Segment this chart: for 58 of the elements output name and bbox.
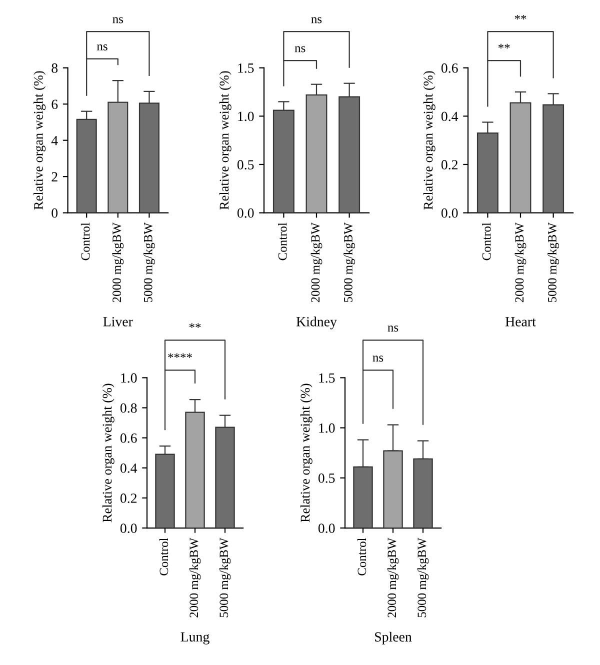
x-tick-label: 2000 mg/kgBW: [514, 222, 526, 302]
x-tick-label: Control: [278, 222, 287, 260]
y-tick-label: 6: [52, 100, 58, 110]
x-tick-label: 2000 mg/kgBW: [387, 538, 399, 618]
y-tick-label: 0.6: [120, 433, 137, 443]
x-tick-label: 2000 mg/kgBW: [310, 222, 322, 302]
x-axis-title: Spleen: [375, 632, 412, 644]
text: ****: [168, 353, 192, 358]
y-axis-title: Relative organ weight (%): [34, 71, 46, 210]
text: ns: [96, 44, 108, 50]
x-tick-label: Control: [482, 222, 491, 260]
text: ns: [372, 356, 384, 362]
y-tick-label: 2: [52, 172, 58, 182]
y-tick-label: 0.5: [237, 160, 254, 170]
y-tick-label: 1.0: [319, 423, 335, 433]
text: ns: [112, 17, 124, 24]
y-tick-label: 0.0: [237, 208, 254, 218]
y-axis-title: Relative organ weight (%): [102, 384, 114, 522]
x-tick-label: 5000 mg/kgBW: [144, 222, 155, 302]
x-tick-label: 2000 mg/kgBW: [189, 538, 201, 618]
x-tick-label: 5000 mg/kgBW: [344, 222, 355, 302]
y-tick-label: 1.0: [238, 112, 254, 122]
x-tick-label: 5000 mg/kgBW: [219, 538, 231, 618]
y-tick-label: 8: [52, 63, 58, 73]
text: ns: [294, 46, 306, 52]
y-tick-label: 1.5: [238, 63, 254, 73]
y-tick-label: 1.5: [319, 373, 335, 383]
y-tick-label: 0.5: [318, 473, 335, 483]
y-tick-label: 0.8: [120, 403, 137, 413]
y-tick-label: 0.2: [120, 494, 137, 503]
text: **: [514, 14, 526, 20]
x-tick-label: 5000 mg/kgBW: [548, 222, 559, 302]
y-tick-label: 0: [52, 208, 58, 218]
text: **: [498, 44, 510, 49]
y-tick-label: 4: [51, 136, 58, 146]
x-axis-title: Heart: [505, 317, 536, 326]
y-tick-label: 0.4: [120, 463, 138, 473]
y-tick-label: 0.0: [120, 524, 137, 534]
y-tick-label: 0.0: [441, 208, 458, 218]
y-tick-label: 0.2: [441, 160, 458, 170]
x-axis-title: Lung: [180, 632, 210, 644]
y-tick-label: 1.0: [121, 373, 137, 383]
x-tick-label: Control: [80, 222, 90, 260]
y-axis-title: Relative organ weight (%): [423, 71, 436, 210]
y-tick-label: 0.6: [441, 63, 458, 73]
x-tick-label: 5000 mg/kgBW: [417, 538, 429, 618]
text: **: [189, 323, 201, 328]
y-tick-label: 0.4: [441, 112, 458, 122]
x-tick-label: 2000 mg/kgBW: [112, 222, 124, 302]
y-axis-title: Relative organ weight (%): [219, 71, 232, 210]
x-tick-label: Control: [159, 538, 168, 576]
x-axis-title: Kidney: [296, 316, 337, 330]
text: ns: [388, 326, 398, 332]
y-axis-title: Relative organ weight (%): [300, 384, 312, 522]
text: ns: [311, 17, 322, 24]
y-tick-label: 0.0: [318, 524, 335, 534]
x-tick-label: Control: [357, 538, 366, 576]
x-axis-title: Liver: [103, 317, 133, 326]
